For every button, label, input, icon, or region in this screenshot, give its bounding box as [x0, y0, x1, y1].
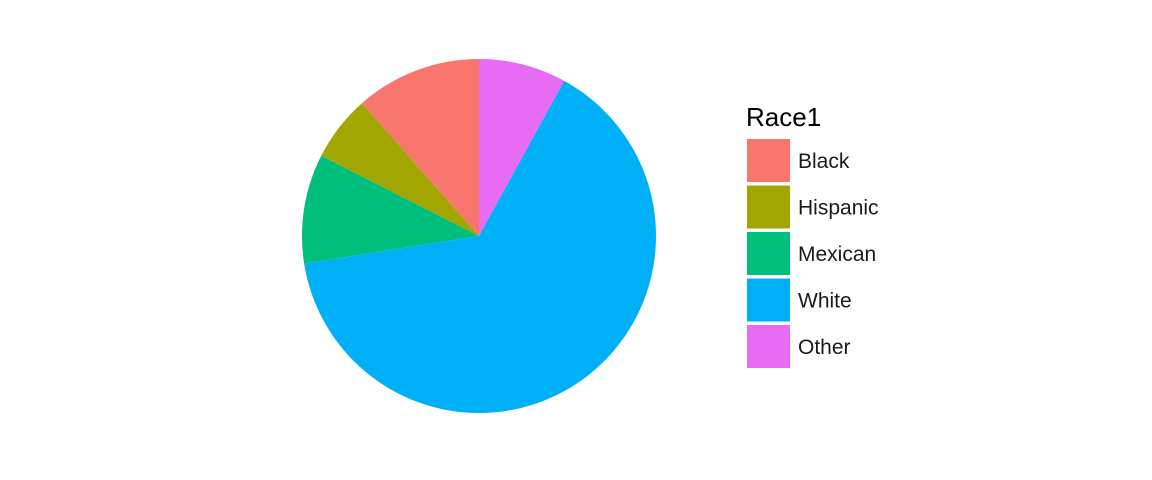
pie-slice-other — [479, 59, 565, 236]
pie-slice-white — [304, 80, 656, 414]
legend-key-mexican — [747, 232, 790, 275]
legend-label-mexican: Mexican — [798, 243, 876, 266]
pie-slice-hispanic — [321, 103, 479, 236]
legend-label-black: Black — [798, 150, 850, 173]
legend-key-hispanic — [747, 185, 790, 229]
legend-label-hispanic: Hispanic — [798, 197, 879, 220]
legend-key-other — [747, 325, 790, 368]
pie-slices — [302, 59, 656, 414]
legend-title: Race1 — [746, 102, 821, 132]
pie-slice-mexican — [302, 155, 479, 264]
legend-key-black — [747, 139, 790, 182]
legend-label-other: Other — [798, 336, 851, 359]
pie-slice-black — [361, 59, 479, 236]
legend-key-white — [747, 278, 790, 322]
legend-label-white: White — [798, 290, 852, 313]
legend: Race1 Black Hispanic Mexican White Other — [746, 102, 879, 368]
